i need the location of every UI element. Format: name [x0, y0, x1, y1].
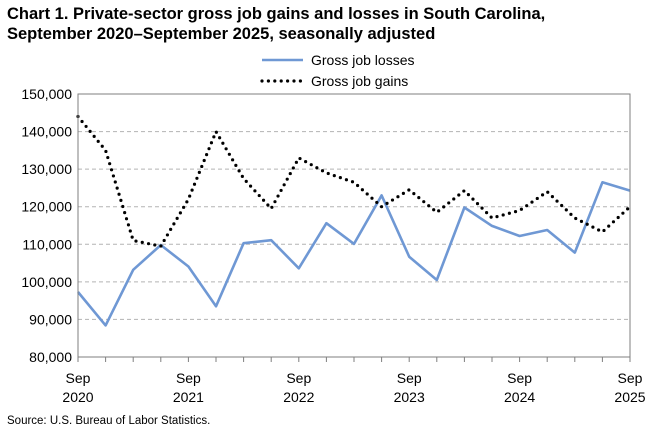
- x-tick-label-month: Sep: [507, 370, 532, 386]
- series-line-gross-job-gains: [76, 114, 632, 248]
- legend-label: Gross job gains: [311, 73, 408, 89]
- gridlines: [78, 131, 630, 320]
- x-tick-label-month: Sep: [176, 370, 201, 386]
- y-tick-label: 80,000: [29, 349, 72, 365]
- series-line-gross-job-losses: [76, 181, 631, 327]
- y-tick-label: 150,000: [21, 86, 72, 102]
- x-tick-label-year: 2022: [283, 389, 314, 405]
- legend: Gross job losses Gross job gains: [260, 52, 414, 89]
- x-tick-label-year: 2023: [394, 389, 425, 405]
- x-tick-label-year: 2020: [62, 389, 93, 405]
- y-tick-label: 130,000: [21, 161, 72, 177]
- y-tick-label: 120,000: [21, 199, 72, 215]
- y-tick-label: 100,000: [21, 274, 72, 290]
- series-layer: [76, 114, 632, 327]
- y-tick-label: 140,000: [21, 124, 72, 140]
- x-tick-label-year: 2025: [614, 389, 645, 405]
- x-tick-label-month: Sep: [397, 370, 422, 386]
- x-tick-label-month: Sep: [618, 370, 643, 386]
- chart-title: Chart 1. Private-sector gross job gains …: [7, 4, 657, 44]
- plot-area-border: [77, 93, 631, 358]
- y-tick-label: 90,000: [29, 311, 72, 327]
- axes: 80,000 90,000 100,000 110,000 120,000 130,000…: [21, 86, 645, 405]
- chart-title-line-1: Chart 1. Private-sector gross job gains …: [7, 5, 546, 23]
- legend-label: Gross job losses: [311, 52, 414, 68]
- x-tick-label-month: Sep: [286, 370, 311, 386]
- y-tick-label: 110,000: [22, 236, 72, 252]
- x-tick-label-year: 2024: [504, 389, 535, 405]
- chart-title-line-2: September 2020–September 2025, seasonall…: [7, 25, 436, 43]
- source-note: Source: U.S. Bureau of Labor Statistics.: [7, 415, 211, 427]
- x-tick-label-year: 2021: [173, 389, 204, 405]
- x-tick-label-month: Sep: [66, 370, 91, 386]
